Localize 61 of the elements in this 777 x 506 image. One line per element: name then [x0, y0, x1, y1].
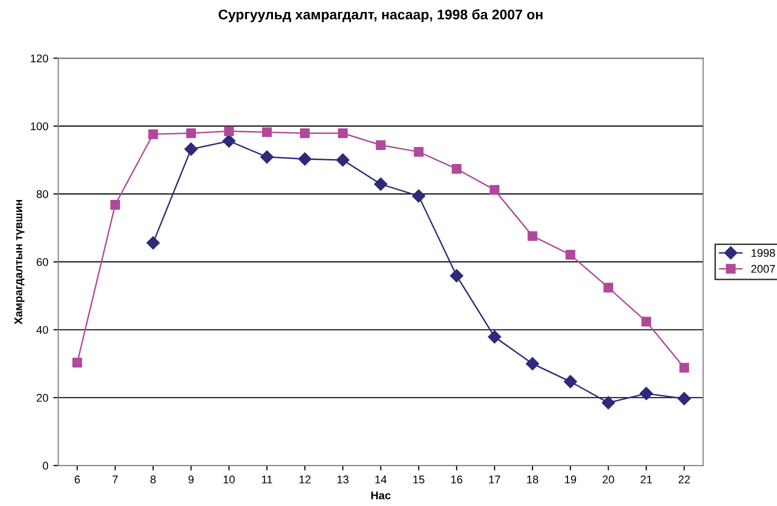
- point: [679, 362, 690, 373]
- y-axis-title: Хамрагдалтын түвшин: [14, 200, 24, 324]
- point: [488, 330, 502, 344]
- point: [222, 134, 236, 148]
- point: [110, 200, 120, 210]
- x-tick-label: 14: [375, 476, 387, 484]
- y-tick-label: 20: [36, 394, 48, 402]
- point: [450, 269, 464, 282]
- x-tick-label: 18: [527, 476, 538, 484]
- x-tick-label: 19: [565, 476, 576, 484]
- legend-label: 2007: [751, 264, 775, 273]
- y-tick-label: 120: [30, 54, 48, 62]
- point: [602, 396, 615, 410]
- point: [300, 128, 310, 138]
- point: [184, 142, 198, 156]
- point: [412, 189, 426, 203]
- point: [566, 250, 576, 260]
- point: [641, 316, 652, 326]
- point: [148, 129, 158, 140]
- point: [603, 282, 614, 293]
- point: [338, 128, 348, 138]
- x-tick-label: 15: [413, 476, 424, 484]
- x-tick-label: 7: [112, 476, 118, 484]
- x-tick-label: 20: [602, 476, 614, 484]
- point: [528, 231, 538, 241]
- point: [452, 164, 462, 174]
- x-tick-label: 11: [262, 476, 272, 484]
- point: [146, 236, 160, 250]
- x-tick-label: 8: [150, 476, 156, 484]
- x-tick-label: 17: [489, 476, 500, 484]
- point: [336, 153, 350, 167]
- point: [72, 358, 82, 368]
- point: [224, 126, 234, 136]
- point: [374, 178, 388, 191]
- x-tick-label: 9: [188, 476, 194, 484]
- y-tick-label: 0: [42, 462, 48, 470]
- x-tick-label: 13: [337, 476, 348, 484]
- point: [490, 185, 500, 195]
- x-tick-label: 10: [224, 476, 235, 484]
- point: [678, 392, 691, 406]
- y-tick-label: 80: [36, 190, 48, 198]
- point: [640, 386, 653, 400]
- point: [260, 150, 274, 164]
- x-tick-label: 16: [451, 476, 462, 484]
- y-tick-label: 40: [36, 326, 48, 334]
- point: [262, 127, 272, 138]
- point: [564, 375, 577, 388]
- chart-title: Сургуульд хамрагдалт, насаар, 1998 ба 2007 он: [218, 9, 542, 22]
- point: [526, 357, 540, 370]
- y-tick-label: 100: [30, 122, 48, 130]
- x-tick-label: 22: [678, 476, 690, 484]
- point: [376, 140, 386, 150]
- y-tick-label: 60: [36, 258, 48, 266]
- legend-label: 1998: [752, 249, 775, 257]
- x-tick-label: 21: [640, 476, 652, 484]
- x-tick-label: 6: [74, 476, 80, 484]
- point: [298, 152, 312, 166]
- point: [186, 128, 196, 138]
- x-axis-title: Нас: [371, 492, 391, 500]
- point: [414, 147, 424, 157]
- x-tick-label: 12: [300, 476, 310, 484]
